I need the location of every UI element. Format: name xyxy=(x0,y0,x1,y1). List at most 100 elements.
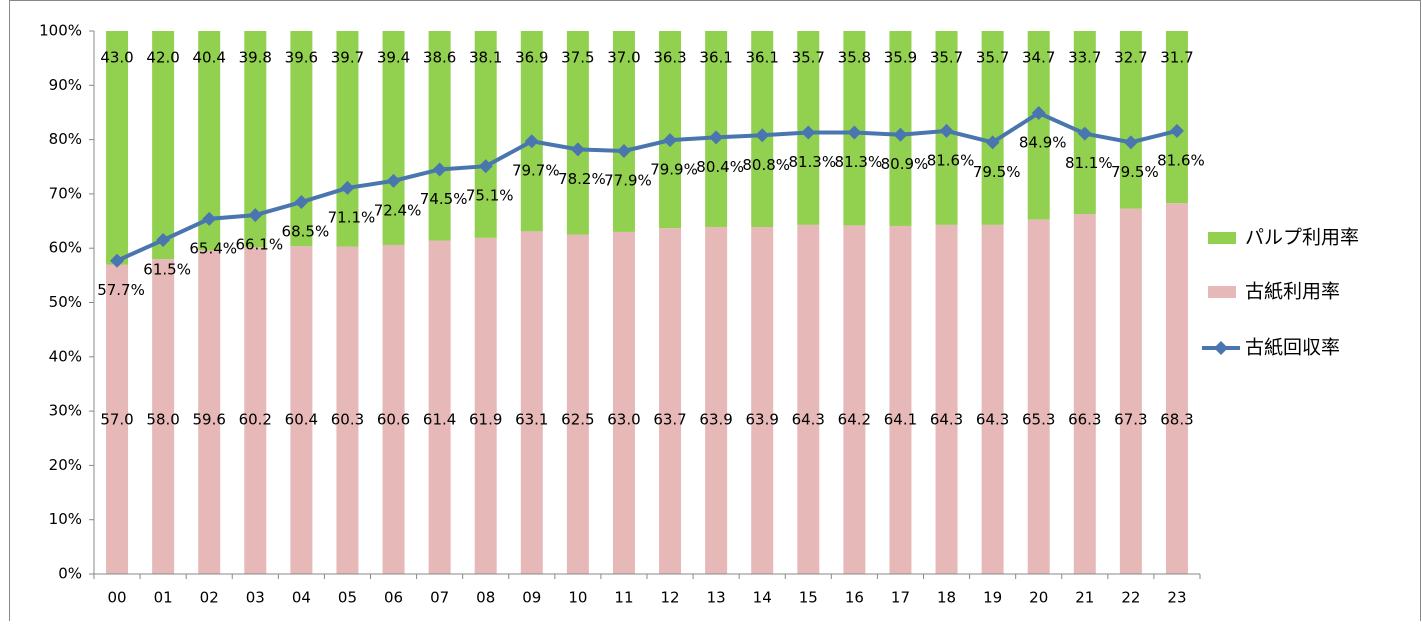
bar-segment xyxy=(428,240,451,574)
data-label: 37.0 xyxy=(607,49,640,67)
x-tick-label: 17 xyxy=(891,589,910,607)
data-label: 60.4 xyxy=(285,411,318,429)
bar-segment xyxy=(981,224,1004,574)
data-label: 71.1% xyxy=(328,208,376,226)
y-tick-label: 100% xyxy=(39,22,82,40)
x-tick-label: 00 xyxy=(107,589,126,607)
data-label: 79.5% xyxy=(973,163,1021,181)
data-label: 63.7 xyxy=(653,411,686,429)
bar-segment xyxy=(336,31,359,247)
legend-label: 古紙回収率 xyxy=(1245,337,1340,359)
data-label: 36.3 xyxy=(653,49,686,67)
bar-segment xyxy=(1165,31,1188,204)
x-tick-label: 20 xyxy=(1029,589,1048,607)
data-label: 37.5 xyxy=(561,49,594,67)
data-label: 64.2 xyxy=(838,411,871,429)
data-label: 66.1% xyxy=(235,236,283,254)
line-marker xyxy=(340,180,355,195)
data-label: 38.6 xyxy=(423,49,456,67)
x-tick-label: 12 xyxy=(660,589,679,607)
legend-swatch xyxy=(1208,286,1236,298)
line-marker xyxy=(202,211,217,226)
line-marker xyxy=(985,135,1000,150)
data-label: 36.1 xyxy=(746,49,779,67)
bar-segment xyxy=(705,227,728,574)
line-marker xyxy=(1169,123,1184,138)
data-label: 58.0 xyxy=(146,411,179,429)
x-tick-label: 06 xyxy=(384,589,403,607)
x-tick-label: 23 xyxy=(1167,589,1186,607)
bar-segment xyxy=(612,31,635,232)
bar-segment xyxy=(935,224,958,574)
line-marker xyxy=(801,125,816,140)
y-tick-label: 70% xyxy=(49,184,82,202)
bar-segment xyxy=(797,224,820,574)
bar-segment xyxy=(106,31,129,265)
data-label: 60.3 xyxy=(331,411,364,429)
data-label: 38.1 xyxy=(469,49,502,67)
bar-segment xyxy=(290,31,313,247)
bar-segment xyxy=(244,247,267,574)
line-marker xyxy=(478,159,493,174)
data-label: 81.6% xyxy=(1157,151,1205,169)
y-tick-label: 80% xyxy=(49,130,82,148)
data-label: 31.7 xyxy=(1160,49,1193,67)
line-marker xyxy=(386,173,401,188)
data-label: 59.6 xyxy=(193,411,226,429)
data-label: 36.1 xyxy=(699,49,732,67)
bar-segment xyxy=(1027,31,1050,220)
x-tick-label: 10 xyxy=(568,589,587,607)
bar-segment xyxy=(198,31,221,251)
x-tick-label: 13 xyxy=(707,589,726,607)
data-label: 60.6 xyxy=(377,411,410,429)
data-label: 79.9% xyxy=(650,161,698,179)
data-label: 60.2 xyxy=(239,411,272,429)
line-marker xyxy=(294,195,309,210)
data-label: 63.0 xyxy=(607,411,640,429)
data-label: 33.7 xyxy=(1068,49,1101,67)
data-label: 62.5 xyxy=(561,411,594,429)
bar-segment xyxy=(152,31,175,260)
bar-segment xyxy=(981,31,1004,225)
bar-segment xyxy=(889,225,912,574)
bar-segment xyxy=(1073,31,1096,214)
x-tick-label: 21 xyxy=(1075,589,1094,607)
legend-label: 古紙利用率 xyxy=(1245,281,1340,303)
bar-segment xyxy=(1119,208,1142,574)
data-label: 72.4% xyxy=(374,201,422,219)
data-label: 61.4 xyxy=(423,411,456,429)
x-tick-label: 04 xyxy=(292,589,311,607)
data-label: 57.7% xyxy=(97,281,145,299)
data-label: 35.7 xyxy=(976,49,1009,67)
bar-segment xyxy=(244,31,267,248)
line-marker xyxy=(663,133,678,148)
legend-label: パルプ利用率 xyxy=(1245,227,1359,249)
x-tick-label: 02 xyxy=(200,589,219,607)
y-tick-label: 60% xyxy=(49,239,82,257)
bar-segment xyxy=(659,228,682,574)
data-label: 35.7 xyxy=(792,49,825,67)
bar-segment xyxy=(751,227,774,574)
data-label: 64.3 xyxy=(792,411,825,429)
bar-segment xyxy=(1165,203,1188,575)
y-tick-label: 30% xyxy=(49,402,82,420)
y-tick-label: 50% xyxy=(49,293,82,311)
line-marker xyxy=(570,142,585,157)
bar-segment xyxy=(659,31,682,229)
x-tick-label: 16 xyxy=(845,589,864,607)
bar-segment xyxy=(198,250,221,574)
bar-segment xyxy=(1119,31,1142,209)
data-label: 42.0 xyxy=(146,49,179,67)
y-tick-label: 20% xyxy=(49,456,82,474)
x-tick-label: 03 xyxy=(246,589,265,607)
x-tick-label: 07 xyxy=(430,589,449,607)
bar-segment xyxy=(1027,219,1050,574)
line-marker xyxy=(893,127,908,142)
x-tick-label: 22 xyxy=(1121,589,1140,607)
y-tick-label: 10% xyxy=(49,510,82,528)
data-label: 39.6 xyxy=(285,49,318,67)
x-tick-label: 14 xyxy=(753,589,772,607)
data-label: 34.7 xyxy=(1022,49,1055,67)
data-label: 67.3 xyxy=(1114,411,1147,429)
line-marker xyxy=(847,125,862,140)
